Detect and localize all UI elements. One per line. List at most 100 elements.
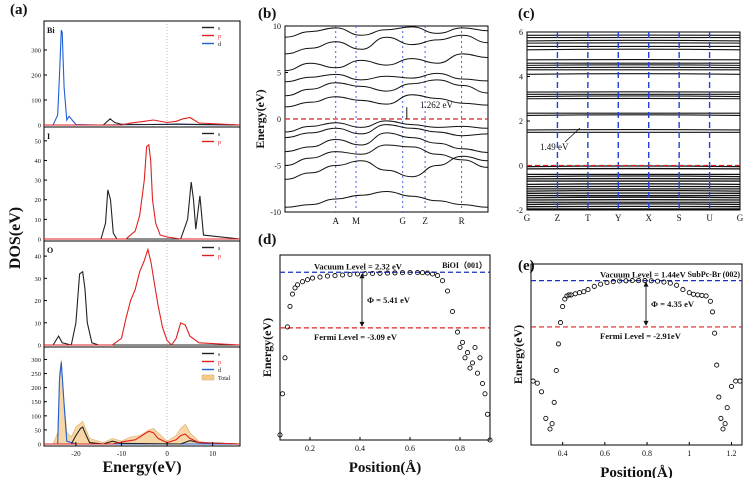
gap-annotation: 1.49 eV bbox=[540, 142, 569, 152]
kpoint-label: M bbox=[352, 216, 360, 226]
data-point bbox=[553, 367, 559, 374]
y-tick-label: 0 bbox=[519, 162, 523, 171]
data-point bbox=[617, 278, 623, 284]
y-tick-label: 40 bbox=[35, 158, 42, 165]
data-point bbox=[377, 270, 383, 276]
y-tick-label: 250 bbox=[31, 371, 41, 378]
x-axis-label: Position(Å) bbox=[349, 460, 422, 476]
x-tick-label: 0.8 bbox=[642, 449, 652, 458]
x-tick-label: 0.6 bbox=[600, 449, 610, 458]
band-line bbox=[284, 190, 489, 208]
data-point bbox=[712, 330, 718, 336]
data-point bbox=[439, 278, 446, 284]
y-tick-label: 0 bbox=[38, 442, 41, 449]
data-point bbox=[547, 426, 553, 432]
y-tick-label: 20 bbox=[35, 298, 42, 305]
y-tick-label: 30 bbox=[35, 178, 42, 185]
y-tick-label: 2 bbox=[519, 117, 523, 126]
panel-label: (d) bbox=[258, 232, 276, 248]
y-tick-label: 10 bbox=[35, 320, 42, 327]
panel-label: (c) bbox=[518, 6, 535, 22]
data-point bbox=[703, 293, 709, 299]
data-point bbox=[464, 350, 471, 356]
dos-subplot-label: O bbox=[47, 246, 53, 255]
y-tick-label: 10 bbox=[35, 217, 42, 224]
data-point bbox=[459, 339, 466, 345]
y-tick-label: -10 bbox=[270, 208, 281, 217]
kpoint-label: R bbox=[459, 216, 465, 226]
data-point bbox=[581, 289, 587, 295]
y-axis-label: Energy(eV) bbox=[511, 325, 525, 384]
panel-label: (a) bbox=[10, 2, 28, 18]
data-point bbox=[572, 291, 578, 297]
data-point bbox=[538, 389, 545, 395]
y-axis-label: Energy(eV) bbox=[260, 318, 274, 377]
y-tick-label: 0 bbox=[38, 343, 41, 350]
gap-annotation: 1.262 eV bbox=[420, 100, 453, 110]
phi-arrowhead bbox=[359, 321, 365, 327]
kpoint-label: G bbox=[399, 216, 406, 226]
data-point bbox=[699, 292, 705, 298]
band-line bbox=[284, 132, 489, 153]
y-tick-label: 200 bbox=[31, 385, 41, 392]
data-point bbox=[534, 380, 540, 386]
fermi-level-label: Fermi Level = -2.91eV bbox=[600, 331, 682, 341]
legend-label: s bbox=[218, 352, 221, 358]
data-point bbox=[610, 279, 616, 285]
y-tick-label: -5 bbox=[274, 162, 281, 171]
data-point bbox=[530, 378, 536, 384]
legend-swatch bbox=[201, 374, 215, 381]
dos-series-s bbox=[44, 118, 241, 126]
data-point bbox=[733, 378, 739, 384]
legend-label: p bbox=[218, 140, 221, 146]
x-tick-label: 0.8 bbox=[455, 444, 465, 453]
dos-series-p bbox=[44, 247, 241, 346]
vacuum-level-label: Vacuum Level = 1.44eV bbox=[600, 270, 687, 280]
band-line bbox=[284, 53, 489, 72]
data-point bbox=[462, 355, 468, 361]
data-point bbox=[369, 270, 376, 277]
data-point bbox=[680, 287, 686, 293]
kpoint-label: U bbox=[706, 213, 713, 223]
data-point bbox=[287, 303, 293, 309]
data-point bbox=[566, 292, 572, 298]
dos-series-total bbox=[44, 359, 241, 445]
x-axis-label: Energy(eV) bbox=[102, 459, 181, 476]
dos-subplot-frame bbox=[43, 240, 241, 348]
kpoint-label: G bbox=[524, 213, 531, 223]
data-point bbox=[674, 282, 680, 288]
data-point bbox=[690, 291, 697, 297]
band-line bbox=[284, 94, 489, 108]
x-tick-label: -20 bbox=[71, 450, 81, 458]
x-tick-label: 1.2 bbox=[726, 449, 736, 458]
dos-series-d bbox=[44, 29, 241, 126]
dos-series-p bbox=[44, 116, 241, 126]
data-point bbox=[655, 278, 661, 284]
data-point bbox=[560, 304, 566, 310]
legend-label: s bbox=[218, 246, 221, 252]
workfunction-frame bbox=[279, 254, 491, 441]
data-point bbox=[392, 270, 398, 276]
kpoint-label: Y bbox=[615, 213, 622, 223]
phi-arrowhead bbox=[643, 320, 649, 326]
band-line bbox=[284, 124, 489, 139]
kpoint-label: G bbox=[737, 213, 744, 223]
data-point bbox=[299, 279, 306, 285]
y-tick-label: 50 bbox=[35, 427, 42, 434]
data-point bbox=[714, 362, 720, 368]
kpoint-label: S bbox=[677, 213, 682, 223]
x-tick-label: 1 bbox=[687, 449, 691, 458]
y-tick-label: 4 bbox=[519, 73, 523, 82]
data-point bbox=[667, 280, 673, 286]
y-tick-label: 100 bbox=[31, 413, 41, 420]
data-point bbox=[472, 344, 478, 351]
phi-arrowhead bbox=[359, 273, 365, 279]
data-point bbox=[642, 278, 648, 284]
band-line bbox=[526, 39, 741, 42]
kpoint-label: X bbox=[645, 213, 652, 223]
kpoint-label: A bbox=[333, 216, 340, 226]
band-line bbox=[284, 144, 489, 168]
data-point bbox=[722, 421, 728, 427]
x-tick-label: 0.6 bbox=[405, 444, 415, 453]
